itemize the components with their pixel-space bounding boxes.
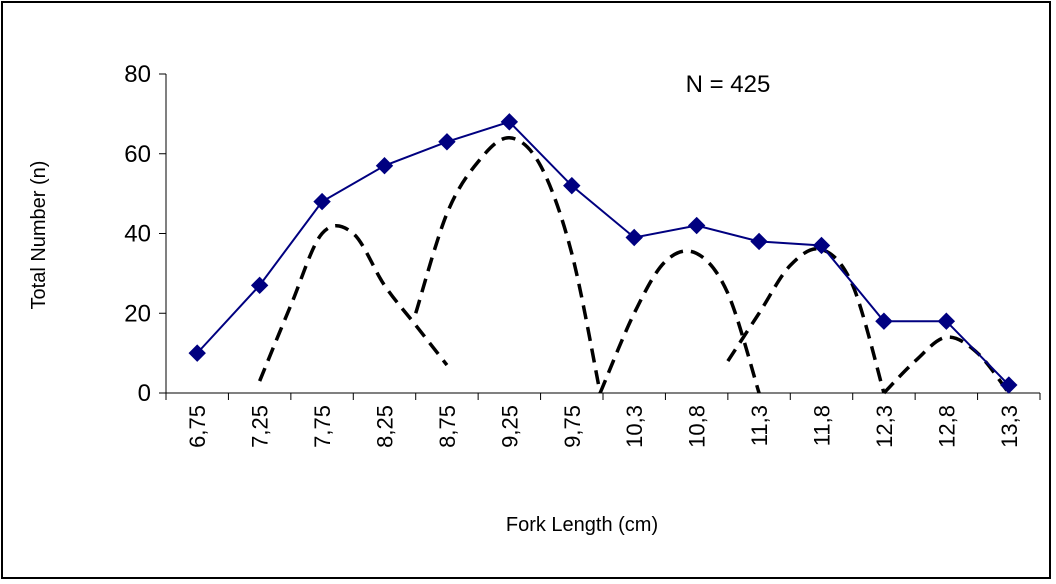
y-tick-label: 80 bbox=[124, 61, 151, 88]
y-tick-label: 60 bbox=[124, 141, 151, 168]
x-tick-label: 7,75 bbox=[310, 405, 335, 448]
dashed-component-curve bbox=[414, 136, 602, 394]
dashed-component-curve bbox=[726, 247, 886, 394]
data-series bbox=[188, 113, 1018, 394]
data-point-diamond bbox=[1000, 376, 1018, 394]
dashed-component-curve bbox=[258, 224, 449, 382]
x-tick-label: 11,8 bbox=[810, 405, 835, 446]
data-point-diamond bbox=[687, 216, 706, 235]
x-tick-label: 12,3 bbox=[872, 405, 897, 448]
data-point-diamond bbox=[625, 228, 643, 247]
x-tick-label: 10,8 bbox=[685, 405, 710, 448]
y-tick-label: 40 bbox=[124, 221, 151, 248]
x-tick-label: 8,75 bbox=[435, 405, 460, 448]
x-tick-label: 12,8 bbox=[934, 405, 959, 448]
dashed-components bbox=[258, 136, 1011, 395]
y-tick-label: 0 bbox=[138, 380, 151, 407]
data-point-diamond bbox=[563, 176, 581, 195]
data-point-diamond bbox=[188, 344, 206, 362]
y-axis-label: Total Number (n) bbox=[28, 161, 50, 310]
sample-size-annotation: N = 425 bbox=[686, 71, 771, 98]
data-point-diamond bbox=[250, 276, 269, 295]
data-point-diamond bbox=[812, 236, 831, 255]
data-point-diamond bbox=[438, 133, 456, 151]
y-tick-label: 20 bbox=[124, 300, 151, 327]
x-tick-label: 11,3 bbox=[747, 405, 772, 446]
x-tick-label: 6,75 bbox=[185, 405, 210, 448]
x-tick-label: 7,25 bbox=[248, 405, 273, 448]
data-point-diamond bbox=[750, 232, 768, 251]
x-axis-label: Fork Length (cm) bbox=[506, 514, 658, 536]
data-point-diamond bbox=[937, 312, 956, 330]
data-point-diamond bbox=[500, 113, 519, 131]
x-tick-label: 8,25 bbox=[373, 405, 398, 448]
x-tick-label: 9,25 bbox=[497, 405, 522, 448]
axes: 0 20 40 60 80 6,75 7,25 7,75 8,25 8,75 9,25 9,75 10,… bbox=[124, 61, 1041, 448]
dashed-component-curve bbox=[598, 249, 761, 394]
data-point-diamond bbox=[375, 157, 394, 175]
x-tick-label: 10,3 bbox=[622, 405, 647, 448]
x-tick-label: 9,75 bbox=[560, 405, 585, 448]
series-line bbox=[196, 120, 1010, 386]
data-point-diamond bbox=[875, 312, 893, 330]
data-point-diamond bbox=[313, 192, 331, 211]
x-tick-label: 13,3 bbox=[997, 405, 1022, 448]
